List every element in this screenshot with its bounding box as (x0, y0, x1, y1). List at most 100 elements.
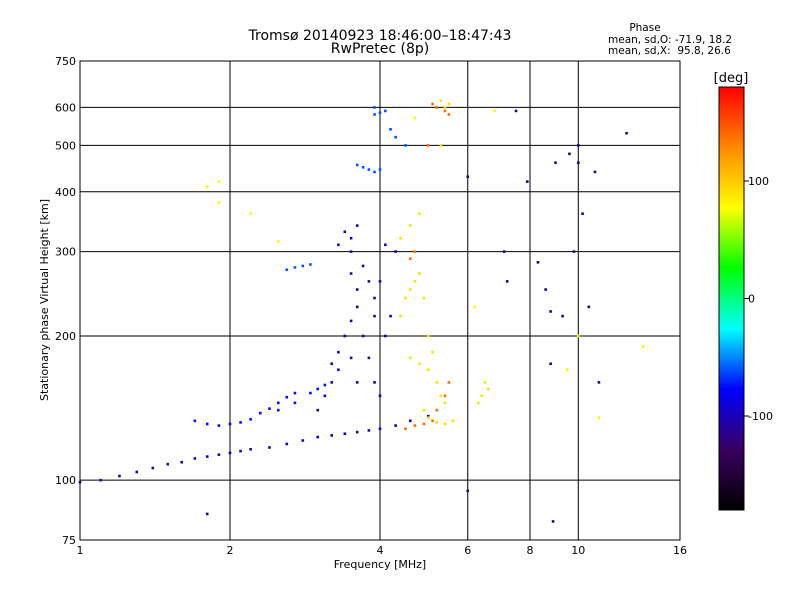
x-tick-labels: 1 2 4 6 8 10 16 (77, 544, 688, 557)
data-point-0-3 (135, 470, 139, 474)
data-point-1-3 (228, 422, 232, 426)
data-point-4-29 (418, 212, 421, 215)
data-point-0-7 (193, 457, 197, 460)
data-point-6-4 (544, 288, 547, 291)
data-point-4-14 (422, 408, 426, 412)
y-tick-label-7: 750 (55, 55, 76, 68)
data-point-1-15 (323, 383, 327, 387)
data-point-0-18 (343, 432, 347, 436)
data-point-6-3 (536, 260, 540, 264)
data-point-4-7 (431, 350, 434, 354)
colorbar-label: [deg] (714, 71, 749, 86)
data-point-4-16 (435, 421, 439, 424)
data-point-7-3 (413, 116, 417, 120)
x-tick-label-4: 8 (527, 544, 534, 557)
x-tick-label-0: 1 (77, 544, 84, 557)
data-point-0-22 (394, 424, 397, 427)
data-point-7-2 (276, 240, 280, 243)
data-point-2-1 (323, 394, 327, 398)
data-point-5-7 (435, 106, 439, 109)
y-tick-label-5: 500 (55, 139, 76, 152)
data-point-4-23 (439, 144, 443, 147)
data-point-6-17 (572, 250, 576, 253)
x-axis-label: Frequency [MHz] (334, 558, 426, 571)
data-point-0-8 (205, 455, 209, 458)
data-point-0-14 (285, 442, 289, 446)
y-tick-label-6: 600 (55, 101, 76, 114)
data-point-5-5 (443, 394, 447, 398)
data-point-2-11 (349, 236, 353, 240)
x-tick-label-6: 16 (673, 544, 687, 557)
data-point-3-14 (301, 264, 305, 268)
data-point-4-27 (399, 236, 402, 240)
chart-title: Tromsø 20140923 18:46:00–18:47:43 (248, 28, 512, 44)
data-point-2-12 (355, 224, 359, 227)
data-point-1-0 (193, 419, 197, 423)
data-point-0-12 (249, 447, 252, 451)
data-point-6-12 (625, 131, 628, 135)
data-point-7-9 (473, 305, 477, 309)
data-point-0-17 (330, 434, 334, 437)
data-point-4-3 (413, 280, 417, 283)
data-point-7-6 (597, 416, 601, 420)
data-point-4-25 (447, 102, 451, 106)
data-point-1-10 (293, 391, 297, 395)
data-point-3-6 (378, 111, 382, 114)
data-point-0-19 (355, 430, 359, 434)
data-point-3-5 (373, 113, 376, 116)
data-point-7-7 (641, 345, 645, 348)
data-point-2-10 (349, 250, 353, 253)
data-point-0-1 (99, 478, 102, 482)
data-point-2-28 (394, 250, 397, 253)
data-point-0-24 (426, 414, 430, 418)
data-point-4-15 (426, 416, 430, 420)
data-point-2-19 (367, 356, 371, 360)
data-point-1-9 (285, 395, 289, 399)
y-tick-label-1: 100 (55, 474, 76, 487)
data-point-1-13 (309, 391, 312, 395)
data-point-6-7 (568, 152, 571, 156)
data-point-5-0 (404, 427, 407, 431)
data-point-7-5 (565, 368, 569, 372)
data-point-5-3 (431, 419, 434, 423)
data-point-1-14 (316, 387, 320, 391)
data-point-2-9 (349, 272, 353, 275)
data-point-2-21 (378, 394, 382, 398)
data-point-4-19 (480, 394, 484, 398)
data-point-6-14 (205, 512, 209, 516)
stats-heading: Phase (629, 22, 660, 34)
data-point-2-15 (361, 264, 365, 268)
data-point-3-0 (355, 163, 359, 167)
data-point-1-1 (205, 422, 209, 426)
data-point-2-25 (384, 334, 387, 338)
data-point-7-4 (493, 109, 497, 113)
data-point-1-12 (293, 401, 297, 405)
data-point-2-27 (378, 280, 382, 283)
data-point-4-26 (439, 99, 443, 102)
data-point-3-13 (293, 266, 297, 269)
data-point-0-13 (268, 446, 271, 449)
data-point-2-22 (349, 356, 353, 360)
data-point-6-16 (502, 250, 506, 253)
data-point-0-10 (228, 451, 232, 455)
data-point-4-28 (408, 224, 412, 227)
data-point-3-12 (285, 268, 289, 272)
data-point-4-9 (418, 362, 421, 366)
data-point-2-2 (330, 381, 334, 384)
data-point-7-10 (217, 201, 221, 204)
data-point-1-8 (276, 401, 280, 405)
y-tick-label-3: 300 (55, 246, 76, 259)
data-point-3-4 (378, 168, 382, 171)
data-point-4-20 (483, 381, 487, 384)
data-point-1-5 (249, 417, 252, 421)
data-point-0-16 (316, 435, 320, 439)
data-point-3-7 (384, 109, 387, 113)
data-point-7-11 (249, 212, 252, 215)
data-point-5-2 (422, 422, 426, 426)
data-point-2-18 (361, 334, 365, 338)
x-tick-label-5: 10 (571, 544, 585, 557)
data-point-0-6 (180, 460, 184, 464)
data-point-6-10 (581, 212, 584, 215)
data-point-7-0 (205, 185, 209, 188)
